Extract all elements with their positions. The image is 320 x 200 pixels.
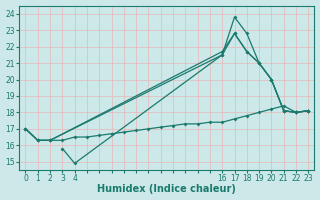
X-axis label: Humidex (Indice chaleur): Humidex (Indice chaleur): [98, 184, 236, 194]
